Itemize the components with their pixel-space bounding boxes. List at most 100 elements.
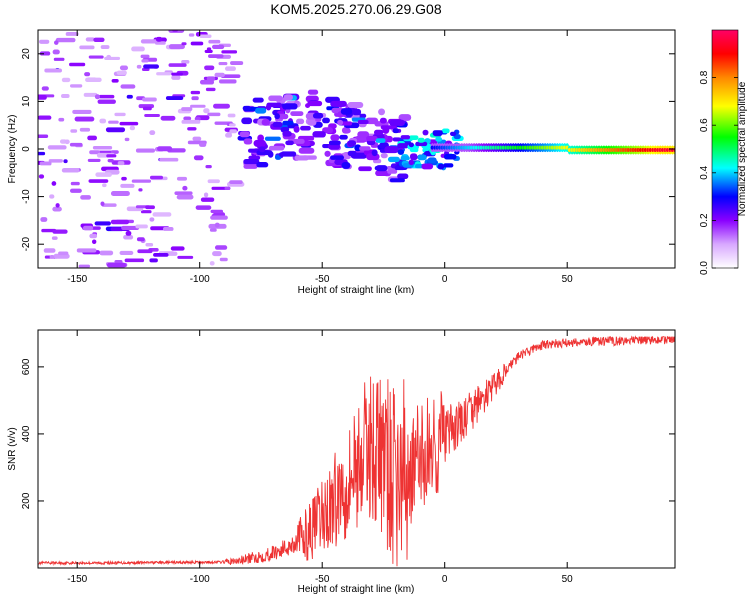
spectral-blob: [181, 119, 201, 124]
spectral-blob: [324, 150, 331, 157]
spectral-blob: [224, 66, 236, 71]
spectral-blob: [61, 168, 80, 173]
spectral-blob: [272, 121, 283, 128]
y-tick-label: 0: [21, 146, 32, 152]
spectral-blob: [108, 120, 119, 124]
spectral-blob: [397, 149, 405, 155]
spectral-blob: [51, 236, 58, 240]
spectral-blob: [187, 127, 197, 131]
spectral-blob: [88, 55, 104, 59]
spectral-blob: [140, 39, 160, 44]
spectral-blob: [366, 135, 378, 142]
spectral-blob: [192, 136, 202, 141]
spectral-blob: [58, 117, 65, 122]
spectral-blob: [392, 128, 399, 134]
spectral-blob: [265, 103, 272, 111]
spectral-blob: [400, 156, 410, 161]
x-tick-label: 50: [562, 574, 574, 585]
spectrogram-ylabel: Frequency (Hz): [7, 115, 18, 184]
spectral-blob: [125, 230, 132, 236]
spectral-blob: [347, 140, 357, 147]
spectral-blob: [144, 113, 160, 118]
spectral-blob: [129, 125, 136, 131]
spectral-blob: [380, 152, 388, 159]
spectral-blob: [87, 158, 101, 162]
spectral-blob: [371, 149, 378, 157]
spectral-blob: [55, 37, 76, 43]
x-tick-label: 0: [442, 274, 448, 285]
spectral-blob: [100, 201, 105, 207]
spectral-blob: [397, 143, 409, 149]
colorbar-tick-label: 0.0: [699, 261, 710, 275]
spectral-blob: [330, 134, 340, 141]
spectral-blob: [296, 118, 305, 125]
spectral-blob: [114, 259, 123, 264]
x-tick-label: -150: [67, 574, 87, 585]
spectral-blob: [417, 154, 427, 161]
spectral-blob: [214, 72, 225, 78]
spectral-blob: [193, 155, 204, 161]
colorbar: 0.0 0.2 0.4 0.6 0.8 Normalized spectral ampl…: [699, 29, 748, 275]
spectral-blob: [257, 134, 265, 142]
spectral-blob: [190, 90, 201, 95]
spectral-blob: [135, 148, 156, 153]
spectral-blob: [100, 45, 110, 49]
spectral-blob: [98, 94, 115, 99]
spectral-blob: [322, 117, 330, 124]
spectral-blob: [258, 146, 266, 153]
spectral-blob: [312, 131, 326, 138]
spectral-blob: [94, 94, 101, 100]
spectral-blob: [47, 145, 67, 150]
spectral-blob: [264, 136, 281, 141]
colorbar-gradient: [711, 29, 739, 269]
spectral-blob: [243, 138, 253, 145]
colorbar-tick-label: 0.8: [699, 70, 710, 84]
spectral-blob: [199, 142, 207, 147]
spectral-blob: [110, 219, 130, 225]
spectral-blob: [400, 135, 411, 140]
spectral-blob: [213, 103, 230, 109]
spectral-blob: [210, 215, 228, 220]
spectral-blob: [283, 94, 293, 101]
spectral-blob: [39, 51, 51, 56]
spectral-blob: [256, 162, 269, 168]
spectral-blob: [218, 62, 228, 66]
spectral-blob: [152, 212, 172, 217]
spectral-blob: [375, 165, 388, 172]
spectral-blob: [69, 62, 86, 67]
spectral-blob: [205, 87, 216, 92]
spectral-blob: [421, 163, 434, 170]
spectral-blob: [330, 100, 347, 107]
spectral-blob: [358, 166, 372, 172]
y-tick-label: 10: [21, 95, 32, 107]
spectral-blob: [204, 65, 215, 71]
spectral-blob: [183, 116, 192, 121]
spectral-blob: [149, 217, 155, 222]
spectral-blob: [106, 262, 127, 268]
spectral-blob: [204, 49, 213, 53]
spectral-blob: [181, 107, 193, 111]
spectral-blob: [88, 179, 109, 183]
spectral-blob: [277, 113, 289, 120]
spectral-blob: [252, 97, 264, 103]
y-tick-label: -20: [21, 237, 32, 252]
spectral-blob: [214, 222, 220, 228]
spectral-blob: [101, 203, 117, 207]
spectral-blob: [121, 225, 140, 231]
spectral-blob: [394, 165, 406, 171]
spectral-blob: [221, 50, 238, 54]
spectral-blob: [206, 76, 216, 82]
spectral-blob: [142, 106, 152, 111]
spectral-blob: [199, 34, 212, 38]
spectral-blob: [268, 145, 285, 151]
snr-ylabel: SNR (v/v): [7, 427, 18, 470]
spectral-blob: [351, 108, 362, 116]
spectral-blob: [256, 150, 270, 156]
spectral-blob: [171, 72, 183, 76]
spectral-blob: [119, 121, 139, 126]
spectral-blob: [191, 96, 199, 101]
spectral-blob: [174, 191, 193, 196]
spectral-blob: [203, 192, 209, 198]
spectral-blob: [181, 42, 187, 46]
spectral-blob: [241, 117, 253, 125]
